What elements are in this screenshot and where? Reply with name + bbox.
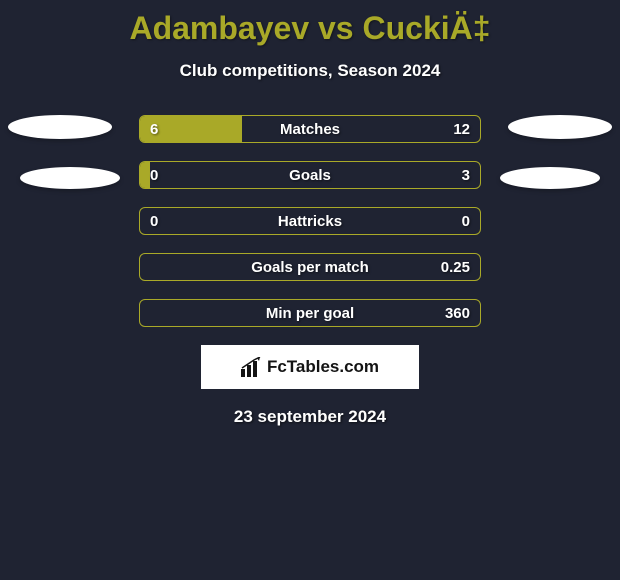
stat-value-right: 0.25 (441, 254, 470, 281)
stat-label: Min per goal (140, 300, 480, 327)
stat-row: Goals per match0.25 (139, 253, 481, 281)
stat-value-right: 3 (462, 162, 470, 189)
bar-chart-icon (241, 357, 263, 377)
logo: FcTables.com (241, 357, 379, 377)
logo-box: FcTables.com (201, 345, 419, 389)
player-ellipse (8, 115, 112, 139)
stat-label: Matches (140, 116, 480, 143)
comparison-panel: 6Matches120Goals30Hattricks0Goals per ma… (0, 115, 620, 427)
logo-text: FcTables.com (267, 357, 379, 377)
stat-row: 0Hattricks0 (139, 207, 481, 235)
page-title: Adambayev vs CuckiÄ‡ (0, 0, 620, 47)
stat-value-right: 360 (445, 300, 470, 327)
date-label: 23 september 2024 (0, 407, 620, 427)
stat-label: Hattricks (140, 208, 480, 235)
player-ellipse (500, 167, 600, 189)
player-ellipse (20, 167, 120, 189)
player-ellipse (508, 115, 612, 139)
stat-label: Goals per match (140, 254, 480, 281)
stat-value-right: 12 (453, 116, 470, 143)
stat-row: 0Goals3 (139, 161, 481, 189)
stat-value-right: 0 (462, 208, 470, 235)
stat-label: Goals (140, 162, 480, 189)
stat-row: 6Matches12 (139, 115, 481, 143)
subtitle: Club competitions, Season 2024 (0, 61, 620, 81)
stat-row: Min per goal360 (139, 299, 481, 327)
